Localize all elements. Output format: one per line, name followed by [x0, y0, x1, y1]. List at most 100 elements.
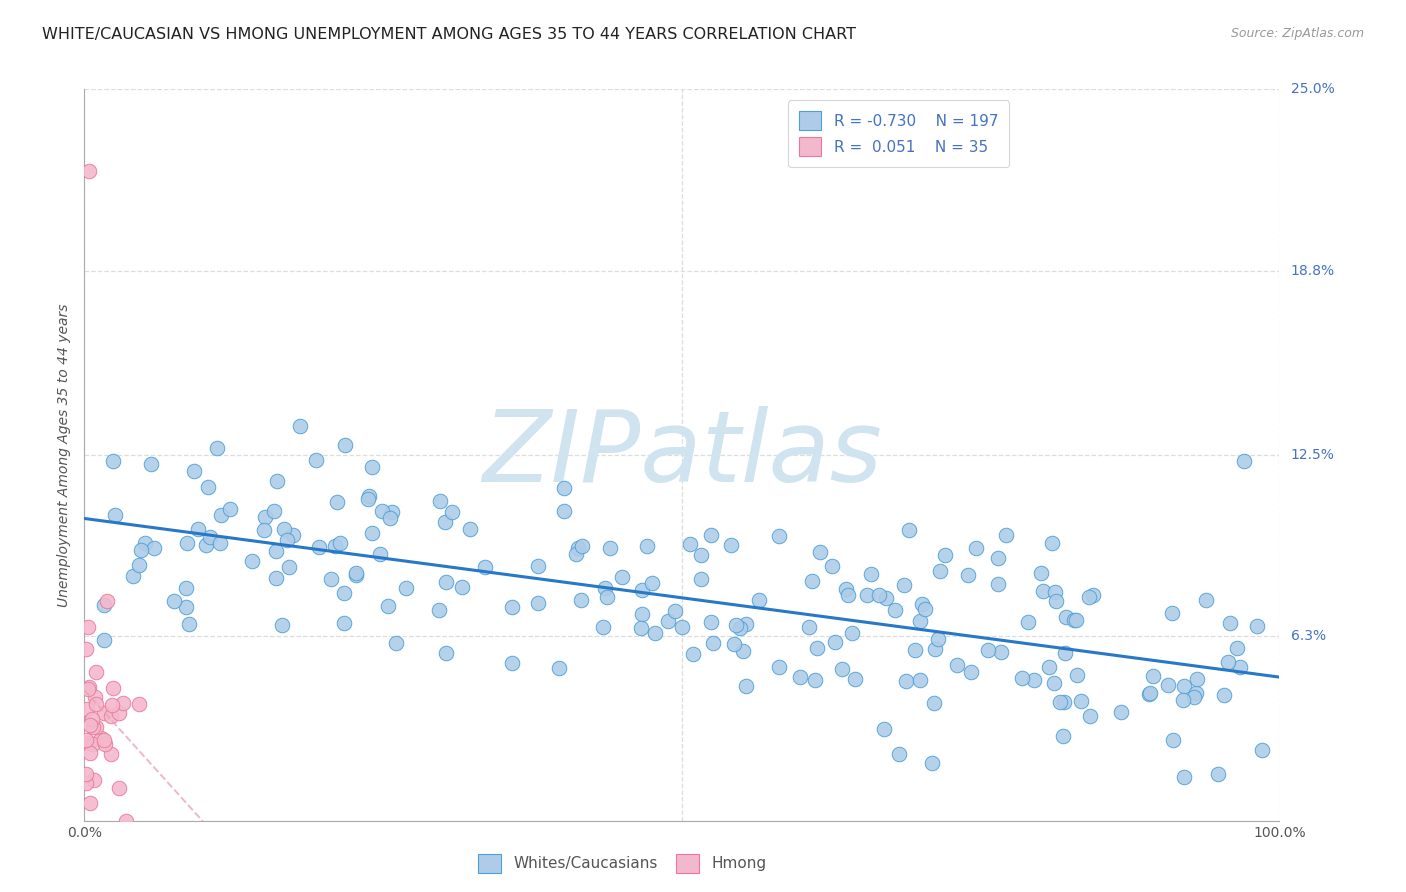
Point — [768, 528, 790, 542]
Point — [804, 673, 827, 688]
Point — [1173, 693, 1195, 707]
Point — [326, 495, 349, 509]
Point — [209, 508, 232, 522]
Point — [1232, 454, 1254, 468]
Point — [385, 635, 408, 649]
Point — [93, 706, 115, 720]
Point — [1216, 655, 1239, 669]
Point — [112, 697, 135, 711]
Point — [908, 673, 931, 687]
Point — [82, 737, 104, 751]
Point — [278, 559, 301, 574]
Point — [308, 540, 330, 554]
Point — [1195, 593, 1218, 607]
Point — [253, 509, 276, 524]
Point — [1109, 706, 1132, 720]
Point — [1054, 610, 1077, 624]
Point — [1040, 536, 1063, 550]
Point — [321, 572, 343, 586]
Point — [323, 540, 346, 554]
Point — [208, 536, 231, 550]
Point — [76, 702, 98, 716]
Point — [1052, 729, 1074, 743]
Point — [800, 574, 823, 589]
Point — [789, 670, 811, 684]
Point — [433, 515, 456, 529]
Point — [831, 662, 853, 676]
Point — [434, 646, 457, 660]
Point — [75, 733, 97, 747]
Point — [329, 536, 352, 550]
Point — [835, 582, 858, 597]
Point — [929, 564, 952, 578]
Point — [1246, 618, 1268, 632]
Point — [104, 508, 127, 523]
Point — [1160, 606, 1182, 620]
Legend: Whites/Caucasians, Hmong: Whites/Caucasians, Hmong — [472, 848, 772, 879]
Point — [631, 582, 654, 597]
Point — [806, 641, 828, 656]
Point — [84, 721, 107, 735]
Point — [394, 581, 416, 595]
Point — [887, 747, 910, 762]
Point — [427, 603, 450, 617]
Point — [273, 522, 295, 536]
Point — [128, 558, 150, 572]
Point — [1066, 668, 1088, 682]
Point — [100, 747, 122, 761]
Point — [934, 548, 956, 562]
Point — [96, 594, 118, 608]
Point — [723, 637, 745, 651]
Point — [1161, 732, 1184, 747]
Point — [859, 567, 882, 582]
Point — [1173, 770, 1195, 784]
Point — [276, 533, 298, 548]
Point — [700, 527, 723, 541]
Point — [768, 660, 790, 674]
Point — [75, 642, 97, 657]
Point — [114, 814, 136, 828]
Point — [360, 526, 382, 541]
Point — [957, 568, 980, 582]
Text: WHITE/CAUCASIAN VS HMONG UNEMPLOYMENT AMONG AGES 35 TO 44 YEARS CORRELATION CHAR: WHITE/CAUCASIAN VS HMONG UNEMPLOYMENT AM… — [42, 27, 856, 42]
Point — [368, 547, 391, 561]
Point — [76, 682, 98, 697]
Point — [553, 481, 575, 495]
Point — [1083, 588, 1105, 602]
Point — [1017, 615, 1039, 630]
Point — [914, 602, 936, 616]
Point — [501, 599, 523, 614]
Point — [305, 453, 328, 467]
Point — [77, 164, 100, 178]
Point — [1063, 613, 1085, 627]
Point — [868, 588, 890, 602]
Point — [702, 636, 724, 650]
Point — [93, 632, 115, 647]
Point — [79, 746, 101, 760]
Text: ZIPatlas: ZIPatlas — [482, 407, 882, 503]
Point — [357, 490, 380, 504]
Point — [1173, 679, 1195, 693]
Point — [458, 523, 481, 537]
Point — [612, 569, 634, 583]
Point — [911, 598, 934, 612]
Point — [1045, 593, 1067, 607]
Point — [837, 588, 859, 602]
Point — [1045, 585, 1067, 599]
Point — [177, 617, 200, 632]
Point — [682, 648, 704, 662]
Point — [690, 548, 713, 562]
Point — [252, 523, 274, 537]
Point — [187, 522, 209, 536]
Point — [922, 696, 945, 710]
Point — [990, 645, 1012, 659]
Point — [174, 599, 197, 614]
Point — [657, 614, 679, 628]
Point — [360, 459, 382, 474]
Point — [641, 576, 664, 591]
Point — [569, 593, 592, 607]
Point — [679, 537, 702, 551]
Point — [1137, 687, 1160, 701]
Point — [75, 775, 97, 789]
Point — [1022, 673, 1045, 687]
